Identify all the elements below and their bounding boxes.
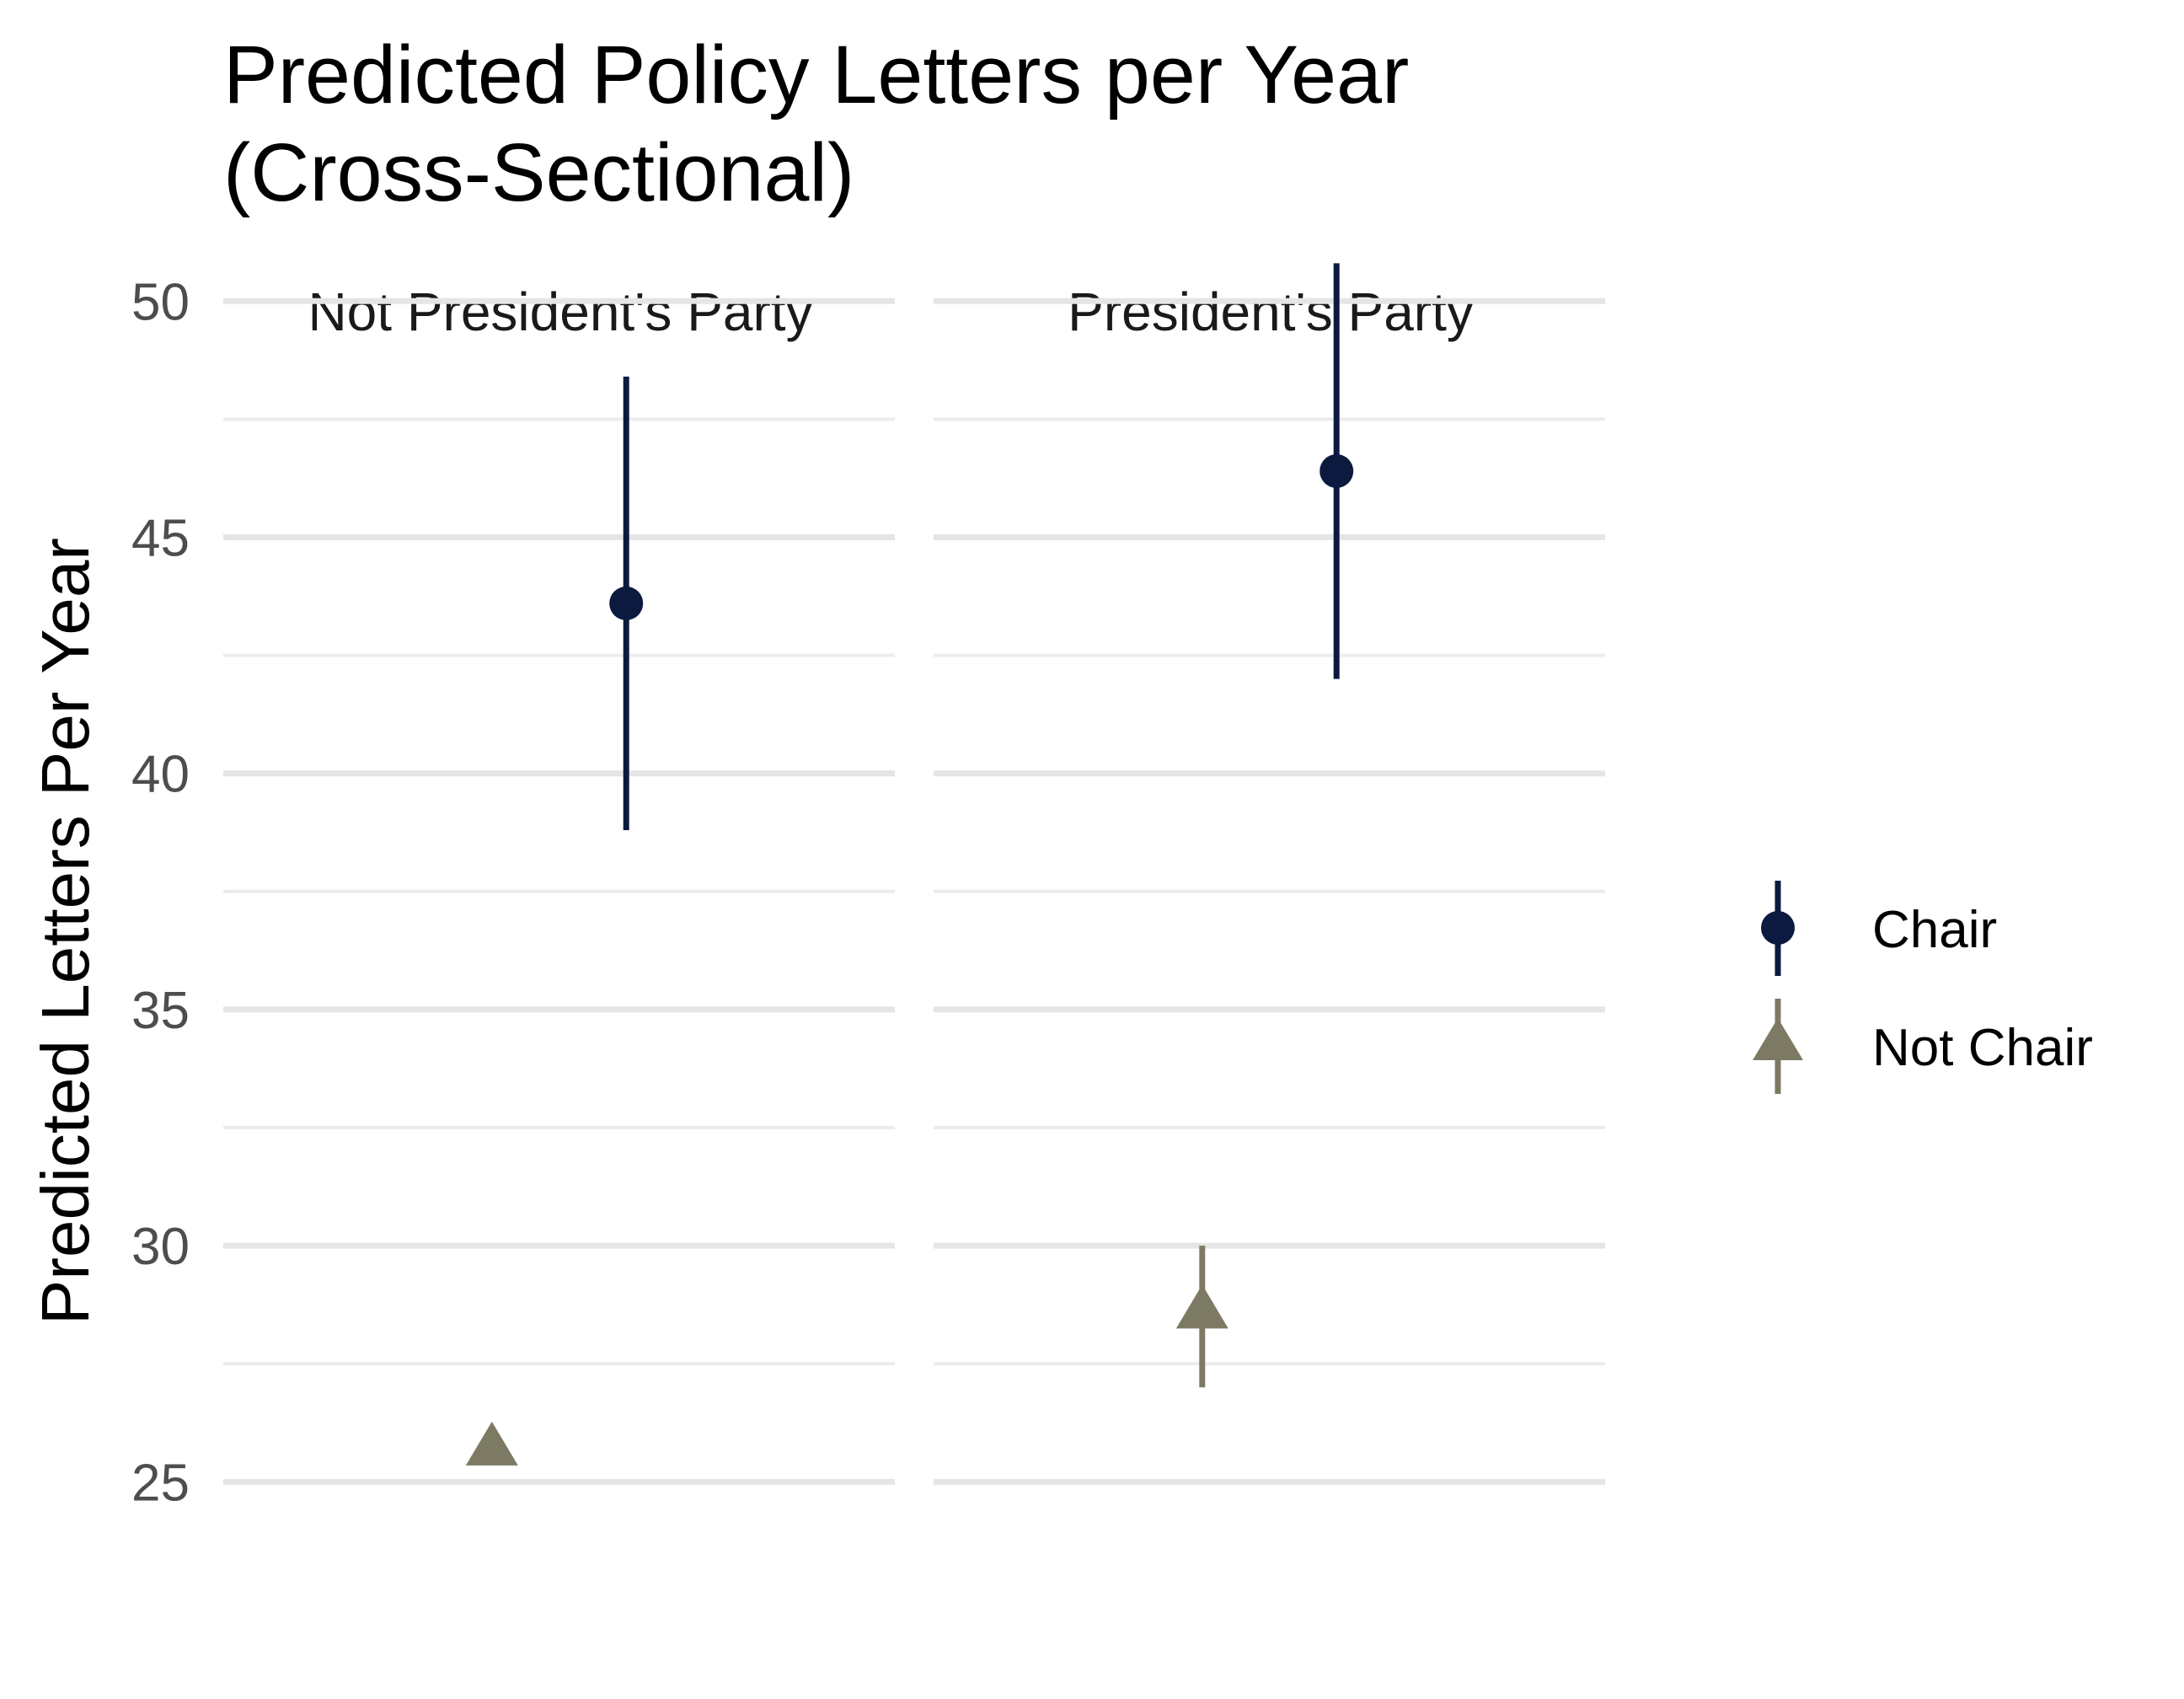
legend-label-not-chair: Not Chair [1872, 1019, 2093, 1077]
legend-chair-marker [1761, 911, 1795, 945]
y-tick-label: 50 [131, 273, 190, 331]
y-tick-label: 30 [131, 1218, 190, 1276]
gridlines [223, 297, 1605, 1485]
y-tick-label: 35 [131, 982, 190, 1040]
legend-label-chair: Chair [1872, 901, 1997, 959]
y-axis-ticks: 25 30 35 40 45 50 [131, 273, 190, 1512]
legend: Chair Not Chair [1753, 881, 2093, 1094]
point-not-chair [1175, 1284, 1228, 1329]
y-tick-label: 40 [131, 746, 190, 804]
point-not-chair [465, 1421, 518, 1466]
legend-not-chair-marker [1753, 1018, 1803, 1060]
point-chair [609, 586, 644, 620]
chart-title-line-2: (Cross-Sectional) [223, 126, 854, 218]
facet-label-presidents-party: President's Party [1068, 281, 1474, 342]
y-axis-label: Predicted Letters Per Year [28, 538, 103, 1325]
point-chair [1320, 454, 1354, 489]
y-tick-label: 25 [131, 1454, 190, 1512]
facet-label-not-presidents-party: Not President's Party [308, 281, 812, 342]
y-tick-label: 45 [131, 509, 190, 567]
data-marks [465, 263, 1354, 1466]
chart-title-line-1: Predicted Policy Letters per Year [223, 29, 1409, 121]
